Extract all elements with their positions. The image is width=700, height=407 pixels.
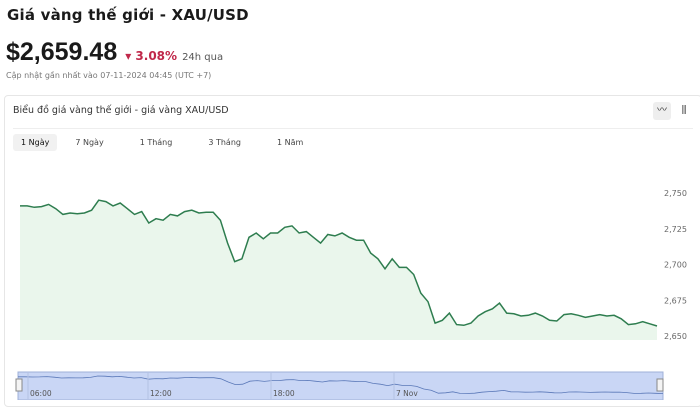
navigator-right-handle[interactable] xyxy=(656,378,664,392)
price-line xyxy=(20,199,658,327)
y-tick-label: 2,725 xyxy=(664,225,687,234)
navigator xyxy=(17,371,664,400)
chart-title: Biểu đồ giá vàng thế giới - giá vàng XAU… xyxy=(13,105,229,116)
tab-3-months[interactable]: 3 Tháng xyxy=(208,138,241,147)
area-fill xyxy=(20,200,657,340)
y-tick-label: 2,750 xyxy=(664,189,687,198)
navigator-time-label: 06:00 xyxy=(30,389,52,398)
tab-1-year[interactable]: 1 Năm xyxy=(276,138,304,147)
range-tabs: 1 Ngày 7 Ngày 1 Tháng 3 Tháng 1 Năm xyxy=(13,134,325,151)
candlestick-icon[interactable]: ⫼ xyxy=(681,105,687,116)
y-tick-label: 2,675 xyxy=(664,296,687,305)
navigator-left-handle[interactable] xyxy=(15,378,23,392)
navigator-time-label: 12:00 xyxy=(150,389,172,398)
y-tick-label: 2,700 xyxy=(664,261,687,270)
divider xyxy=(13,128,693,129)
line-chart-icon[interactable]: 〰 xyxy=(653,102,671,120)
price-row: $2,659.48 ▾ 3.08% 24h qua xyxy=(6,38,223,67)
change-period: 24h qua xyxy=(182,52,224,63)
caret-down-icon: ▾ xyxy=(125,49,136,63)
tab-7-days[interactable]: 7 Ngày xyxy=(75,138,104,147)
last-updated: Cập nhật gần nhất vào 07-11-2024 04:45 (… xyxy=(6,71,212,80)
navigator-time-label: 7 Nov xyxy=(396,389,418,398)
tab-1-day[interactable]: 1 Ngày xyxy=(13,134,58,151)
tab-1-month[interactable]: 1 Tháng xyxy=(139,138,173,147)
current-price: $2,659.48 xyxy=(6,38,118,66)
y-tick-label: 2,650 xyxy=(664,332,687,341)
price-change: ▾ 3.08% xyxy=(125,49,178,63)
page-title: Giá vàng thế giới - XAU/USD xyxy=(7,6,249,24)
navigator-line xyxy=(18,375,664,394)
navigator-time-label: 18:00 xyxy=(273,389,295,398)
